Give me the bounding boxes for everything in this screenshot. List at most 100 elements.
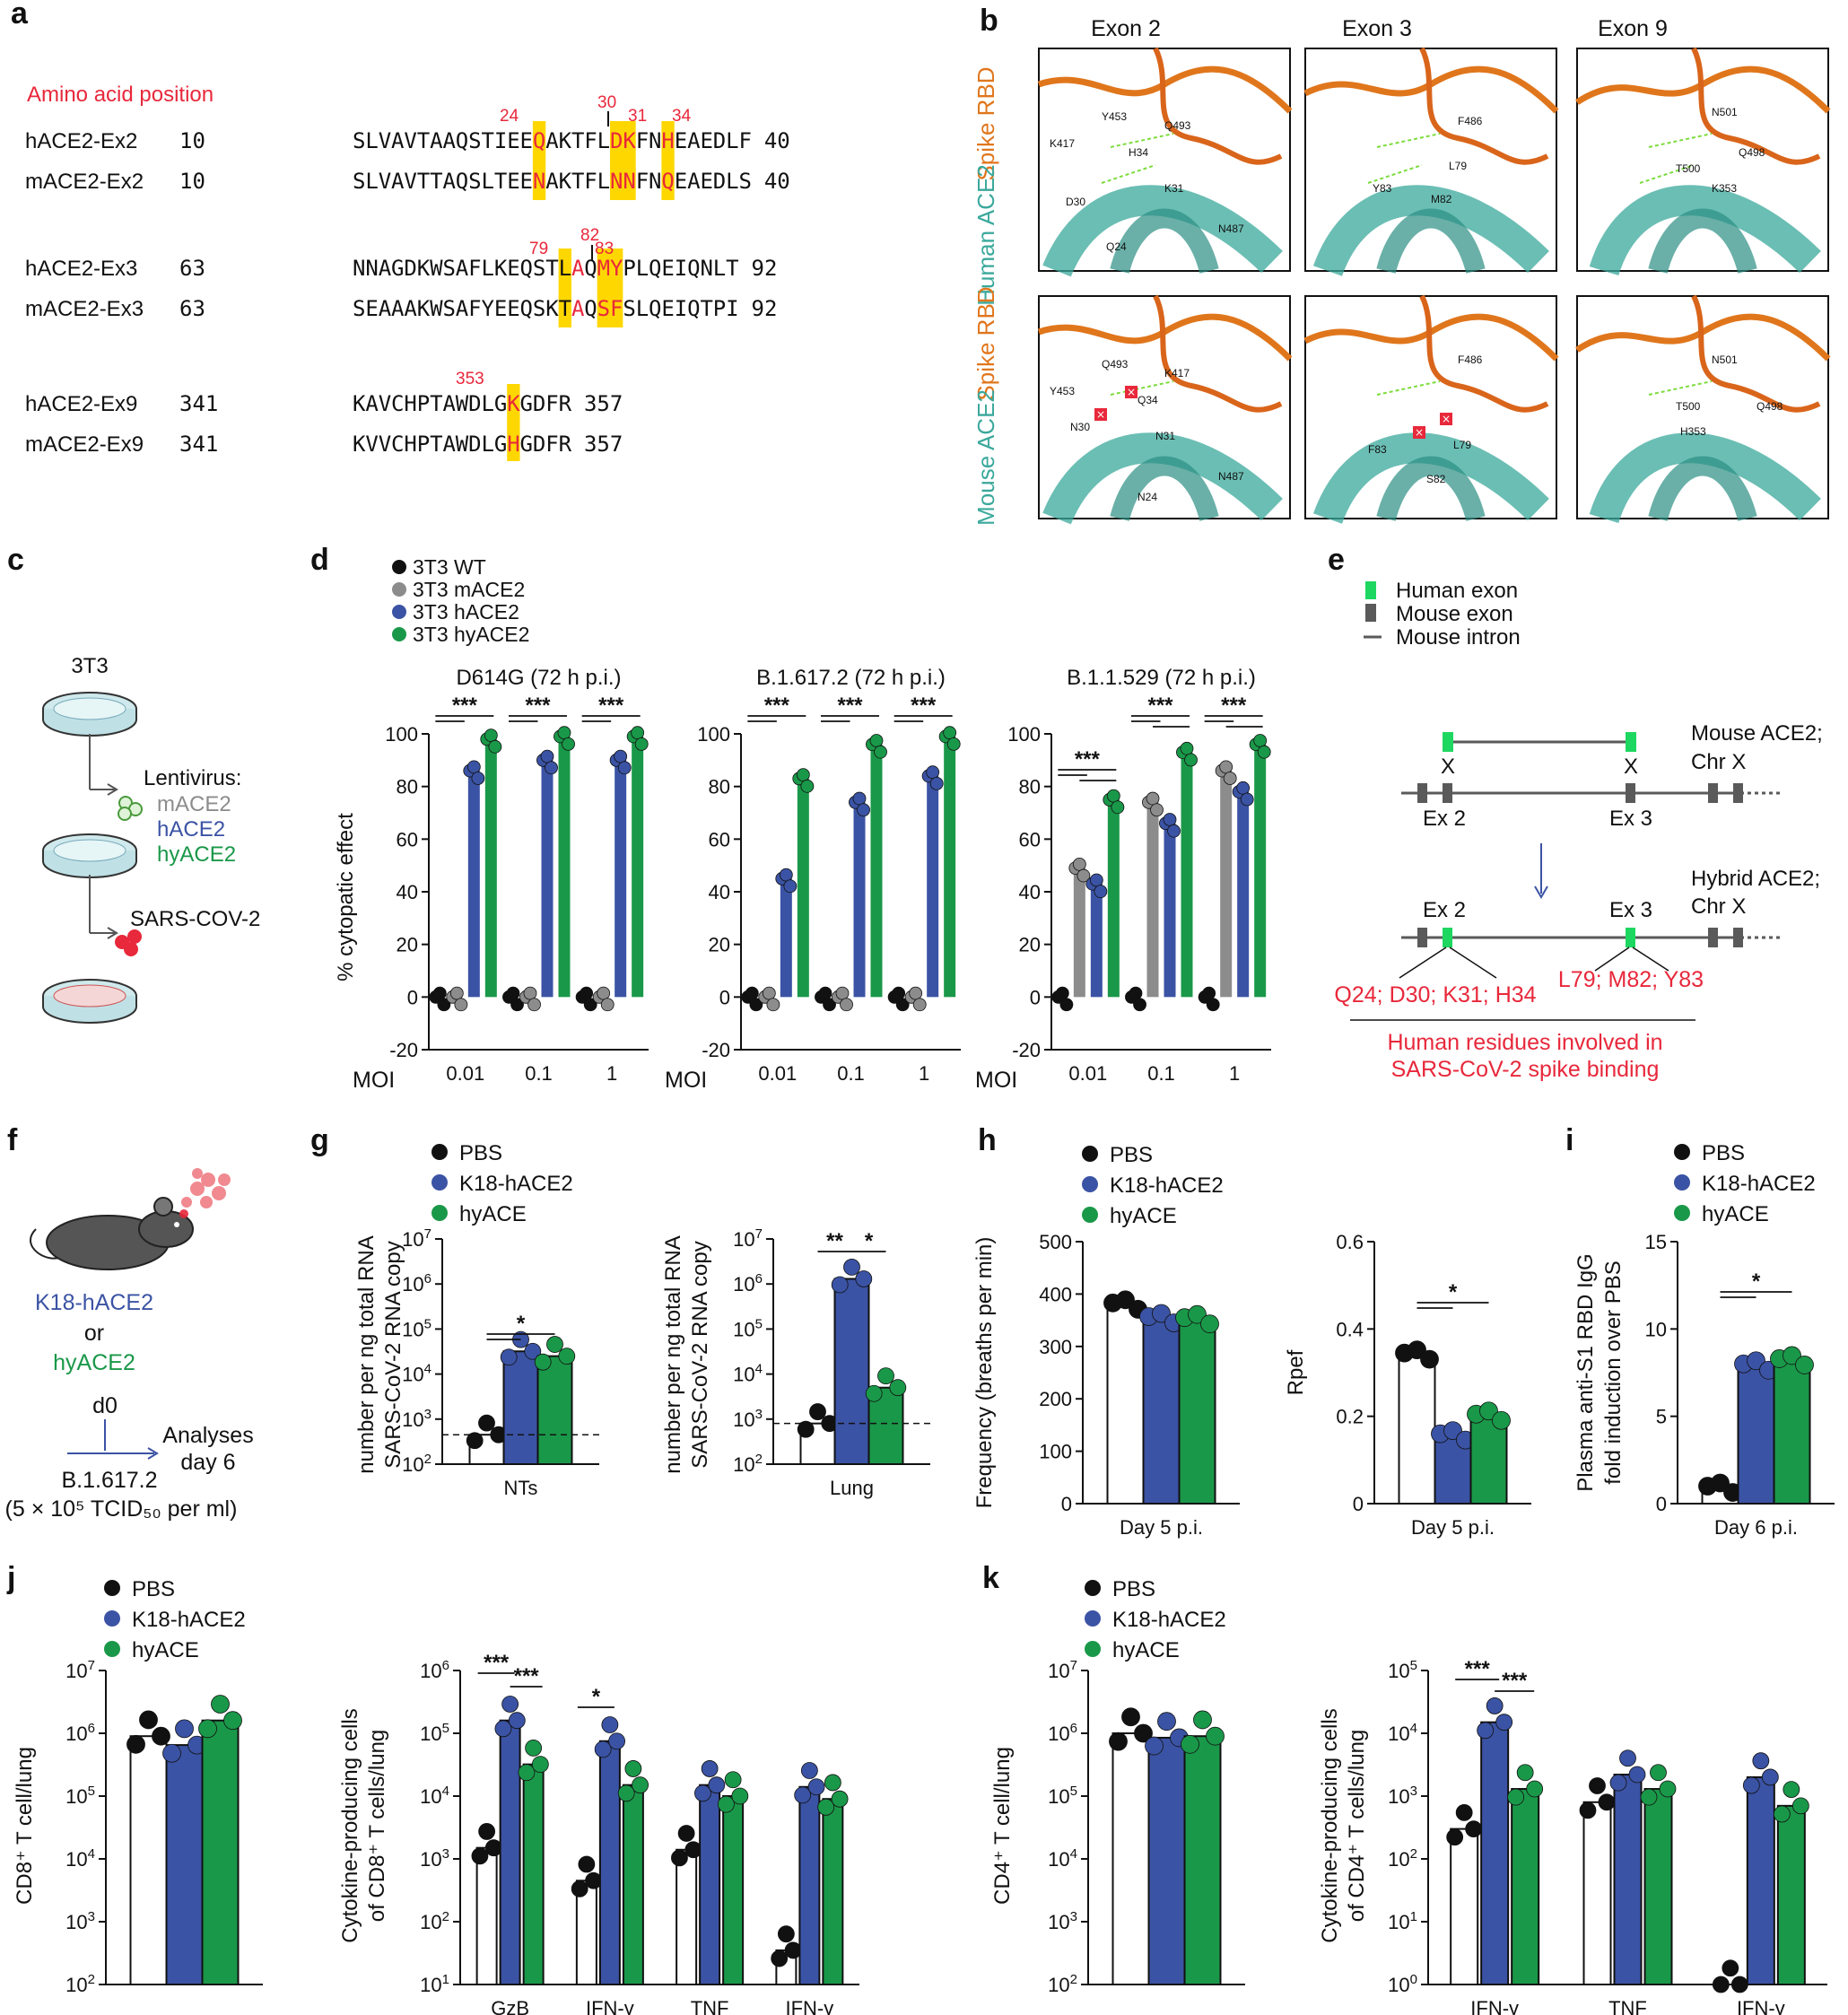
legend-text: K18-hACE2 [132,1608,246,1632]
h-bond [1648,133,1713,148]
x-tick-label: IFN-γ [1737,1997,1785,2015]
data-point [531,1756,549,1774]
data-point [777,1925,795,1943]
data-point [1730,1976,1748,1993]
data-point [449,986,464,1000]
data-point [745,986,759,1000]
data-point [437,998,451,1012]
data-point [1579,1801,1597,1819]
x-tick-label: Day 6 p.i. [1714,1516,1798,1539]
ace2-helix [1589,432,1821,524]
row1-human-ace2: Human ACE2 [972,164,999,306]
data-point [545,761,558,775]
data-point [139,1710,158,1730]
bar [1073,868,1085,998]
bar [1090,884,1103,998]
data-point [1150,803,1164,817]
data-point [223,1711,242,1731]
c-lentivirus: Lentivirus: [144,766,241,790]
y-axis-title: CD8⁺ T cell/lung [13,1747,37,1905]
data-point [524,1342,542,1360]
data-point [874,745,887,759]
virus-icon [115,929,142,956]
y-tick-label: 0.4 [1336,1318,1364,1340]
structure-image: F486 Y83 L79 M82 [1303,47,1559,277]
bar [1737,1363,1775,1505]
bar [699,1784,721,1985]
data-point [175,1719,194,1739]
y-tick-label: 107 [1048,1658,1077,1682]
legend-text: hyACE [1112,1638,1180,1662]
residue-label: K417 [1050,137,1075,150]
residue-label: L79 [1449,160,1467,172]
residue-label: Q498 [1756,400,1783,413]
panel-letter-j: j [6,1561,15,1595]
highlight-box [507,384,520,461]
legend-marker [1674,1174,1690,1191]
data-point [617,761,632,775]
data-point [1202,986,1216,1000]
y-tick-label: 15 [1645,1231,1667,1253]
residue-label: K353 [1712,182,1737,195]
x-tick-label: 1 [1229,1062,1240,1085]
data-point [126,1734,145,1754]
legend-marker [431,1174,448,1191]
chart-d2: -20 0 20 40 60 80 100 0.01 0.1 1 B.1.617.2 (72 h p… [665,666,961,1093]
data-point [817,1798,835,1816]
bar [1480,1721,1510,1985]
y-tick-label: 103 [733,1407,763,1431]
e-residues-ex2: Q24; D30; K31; H34 [1334,982,1536,1008]
y-tick-label: 60 [709,828,730,850]
data-point [1507,1788,1525,1806]
mouse-icon [30,1197,194,1270]
data-point [614,749,628,763]
f-strain1: K18-hACE2 [35,1290,153,1315]
data-point [500,1348,518,1366]
data-point [1116,1290,1135,1310]
sequence: KVVCHPTAWDLGHGDFR [353,432,572,457]
f-analyses-2: day 6 [180,1450,235,1475]
legend-marker [104,1580,120,1596]
ace2-helix [1648,208,1757,275]
legend-marker [1082,1207,1098,1223]
y-tick-label: 106 [1048,1721,1077,1745]
legend-marker [1674,1205,1690,1221]
legend-text: K18-hACE2 [459,1172,573,1196]
legend-text: hyACE [1110,1204,1177,1228]
residue-label: Y453 [1102,110,1127,123]
data-point [1240,792,1254,807]
panel-letter-k: k [982,1561,999,1595]
data-point [527,998,541,1012]
chart-d1: -20 0 20 40 60 80 100 0.01 0.1 1 D614G (72 h p.i.)… [353,666,649,1093]
y-tick-label: 102 [1048,1972,1077,1996]
y-axis-title: Frequency (breaths per min) [972,1237,997,1509]
seq-label: hACE2-Ex9 [25,392,137,416]
seq-label: mACE2-Ex2 [25,170,144,194]
bar [1237,791,1250,998]
x-tick-label: TNF [1608,1997,1647,2015]
e-x1: X [1441,755,1455,779]
data-point [557,726,571,740]
data-point [454,998,468,1012]
col-exon9: Exon 9 [1598,16,1668,41]
data-point [1180,741,1194,755]
legend-text: 3T3 WT [413,555,486,579]
data-point [800,779,815,793]
y-tick-label: 100 [697,723,730,746]
bar [1450,1827,1479,1986]
legend-marker [392,605,406,619]
data-point [540,749,554,763]
sig-label: *** [1221,693,1247,718]
seq-label: hACE2-Ex2 [25,129,137,153]
e-caption-1: Human residues involved in [1387,1030,1662,1055]
residue-label: H34 [1129,146,1148,159]
y-tick-label: 104 [1388,1721,1417,1745]
sig-label: * [1449,1280,1458,1304]
x-axis-title: MOI [665,1068,707,1093]
legend-marker [1085,1610,1101,1627]
e-mouse-ace2-2: Chr X [1691,750,1746,774]
row1-spike-rbd: Spike RBD [972,66,999,180]
data-point [1200,1314,1219,1334]
data-point [508,1712,526,1730]
